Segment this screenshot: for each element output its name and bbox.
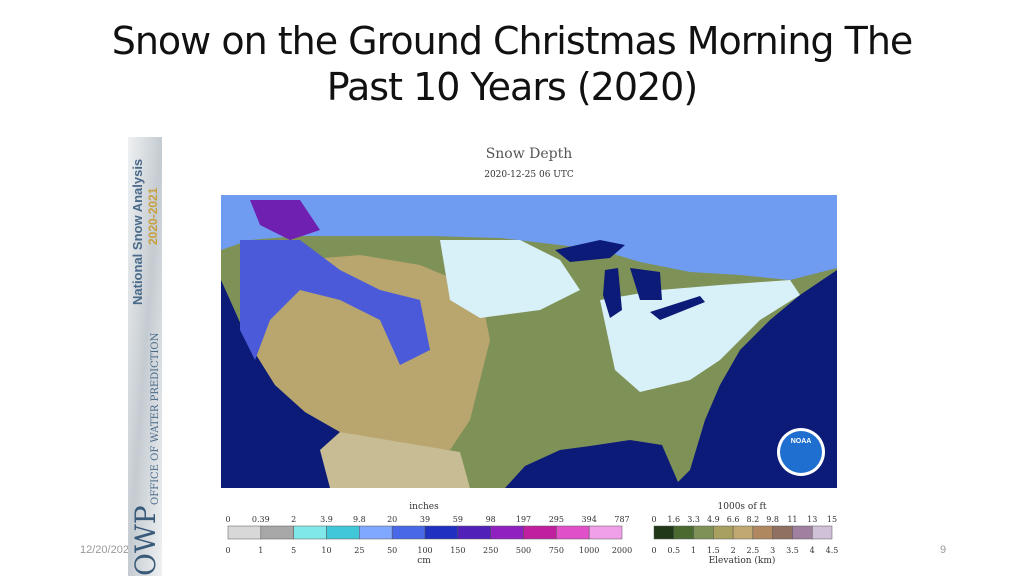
legend-top-label: 1.6 <box>667 515 680 524</box>
legend-swatch <box>811 525 833 540</box>
legend-top-label: 9.8 <box>353 515 366 524</box>
legend-bottom-label: 750 <box>549 546 564 555</box>
legend-top-label: 4.9 <box>707 515 720 524</box>
legend-swatch <box>792 525 813 540</box>
northern-plains-snow <box>440 240 580 318</box>
legend-swatch <box>391 525 426 540</box>
legend-top-label: 8.2 <box>747 515 760 524</box>
legend-top-label: 15 <box>827 515 837 524</box>
legend-top-label: 787 <box>614 515 629 524</box>
lake-superior <box>555 240 625 262</box>
alpine-snow <box>250 200 320 240</box>
sidebar-logo: OWP <box>129 505 162 576</box>
legend-swatch <box>359 525 393 540</box>
legend-bottom-label: 0 <box>651 546 656 555</box>
legend-top-label: 98 <box>486 515 496 524</box>
lake-erie <box>650 296 705 320</box>
legend-bottom-label: 50 <box>387 546 397 555</box>
legend-bottom-label: 5 <box>291 546 296 555</box>
arid-west <box>240 255 490 450</box>
legend-swatch <box>260 525 294 540</box>
sidebar: National Snow Analysis 2020-2021 OFFICE … <box>128 137 162 576</box>
legend-swatch <box>457 525 491 540</box>
map-timestamp: 2020-12-25 06 UTC <box>484 170 574 180</box>
legend-bottom-label: 1.5 <box>707 546 720 555</box>
legend-swatch <box>673 525 694 540</box>
legend-top-label: 3.3 <box>687 515 700 524</box>
mexico <box>320 432 470 488</box>
legend-bottom-label: 4 <box>810 546 815 555</box>
legend-swatch <box>653 525 675 540</box>
legend-bottom-label: 0.5 <box>667 546 680 555</box>
snow-bottom-unit: cm <box>417 556 431 566</box>
legend-top-label: 2 <box>291 515 296 524</box>
legend-bottom-label: 150 <box>450 546 465 555</box>
legend-top-label: 20 <box>387 515 397 524</box>
legend-swatch <box>588 525 623 540</box>
canada-snow <box>221 195 837 280</box>
map: NOAA <box>221 195 837 488</box>
legend-bottom-label: 2 <box>731 546 736 555</box>
legend-swatch <box>752 525 773 540</box>
legend-top-label: 0 <box>225 515 230 524</box>
noaa-logo-inner <box>780 431 822 473</box>
legend-bottom-label: 0 <box>225 546 230 555</box>
legend-swatch <box>523 525 557 540</box>
map-title: Snow Depth <box>486 146 573 162</box>
legend-bottom-label: 10 <box>321 546 331 555</box>
legend-swatch <box>772 525 793 540</box>
footer-date: 12/20/2021 <box>80 544 136 556</box>
noaa-label: NOAA <box>791 438 812 445</box>
legend-top-label: 197 <box>516 515 531 524</box>
legend-swatch <box>713 525 734 540</box>
legend-bottom-label: 100 <box>417 546 432 555</box>
legend-bottom-label: 1 <box>691 546 696 555</box>
legend-swatch <box>326 525 360 540</box>
legend-bottom-label: 1000 <box>579 546 599 555</box>
lake-michigan <box>603 268 622 318</box>
legend-bottom-label: 4.5 <box>826 546 839 555</box>
legend-bottom-label: 25 <box>354 546 364 555</box>
legend-top-label: 11 <box>787 515 797 524</box>
legend-top-label: 59 <box>453 515 463 524</box>
legend-bottom-label: 3 <box>770 546 775 555</box>
sidebar-texture <box>128 137 162 576</box>
sidebar-heading: National Snow Analysis <box>130 159 145 305</box>
legend-bottom-label: 250 <box>483 546 498 555</box>
sidebar-office: OFFICE OF WATER PREDICTION <box>150 332 161 505</box>
legend-top-label: 6.6 <box>727 515 740 524</box>
elev-bottom-unit: Elevation (km) <box>709 555 776 566</box>
legend-swatch <box>227 525 262 540</box>
legend-bottom-label: 1 <box>258 546 263 555</box>
legend-bottom-label: 2000 <box>612 546 632 555</box>
snow-top-unit: inches <box>409 502 439 512</box>
sidebar-season: 2020-2021 <box>146 187 160 245</box>
legend-top-label: 0.39 <box>252 515 270 524</box>
legend-bottom-label: 500 <box>516 546 531 555</box>
northeast-snow <box>600 280 800 392</box>
legend-top-label: 3.9 <box>320 515 333 524</box>
legend-swatch <box>424 525 459 540</box>
legend-swatch <box>732 525 754 540</box>
legend-top-label: 295 <box>549 515 564 524</box>
legend-top-label: 13 <box>807 515 817 524</box>
page-number: 9 <box>940 544 947 556</box>
lake-huron <box>630 268 662 300</box>
rockies-snow <box>240 240 430 365</box>
slide-title: Snow on the Ground Christmas Morning The… <box>111 19 914 109</box>
elev-top-unit: 1000s of ft <box>718 502 767 512</box>
legend-swatch <box>490 525 524 540</box>
legend-bottom-label: 3.5 <box>786 546 799 555</box>
legend-top-label: 394 <box>582 515 597 524</box>
legend-bottom-label: 2.5 <box>747 546 760 555</box>
legend-swatch <box>556 525 590 540</box>
legend-swatch <box>693 525 714 540</box>
legend-top-label: 0 <box>651 515 656 524</box>
legend-swatch <box>293 525 327 540</box>
legend-top-label: 39 <box>420 515 430 524</box>
legend-top-label: 9.8 <box>766 515 779 524</box>
